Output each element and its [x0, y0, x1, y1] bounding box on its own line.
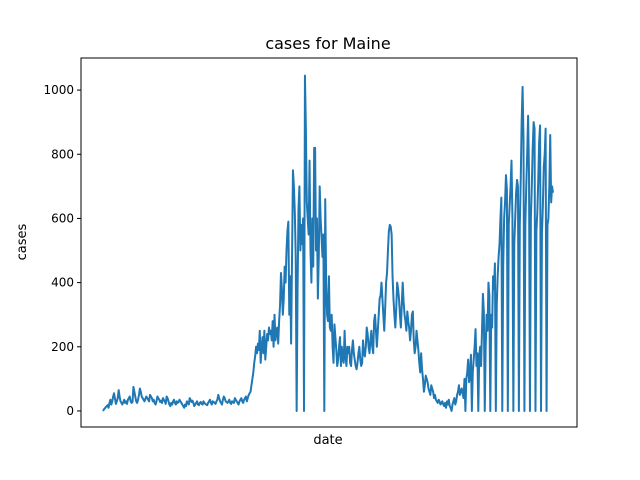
y-tick-label: 400: [51, 276, 74, 290]
y-tick-label: 0: [66, 404, 74, 418]
y-tick-label: 200: [51, 340, 74, 354]
x-axis-label: date: [313, 433, 342, 448]
plot-area: [102, 74, 554, 412]
series-line: [102, 74, 554, 412]
y-axis-ticks: 0 200 400 600 800 1000: [43, 83, 81, 418]
axes-frame: [80, 57, 578, 428]
y-tick-label: 800: [51, 147, 74, 161]
y-axis-label: cases: [15, 223, 30, 260]
chart-title: cases for Maine: [265, 34, 390, 53]
y-tick-label: 1000: [43, 83, 74, 97]
y-tick-label: 600: [51, 211, 74, 225]
